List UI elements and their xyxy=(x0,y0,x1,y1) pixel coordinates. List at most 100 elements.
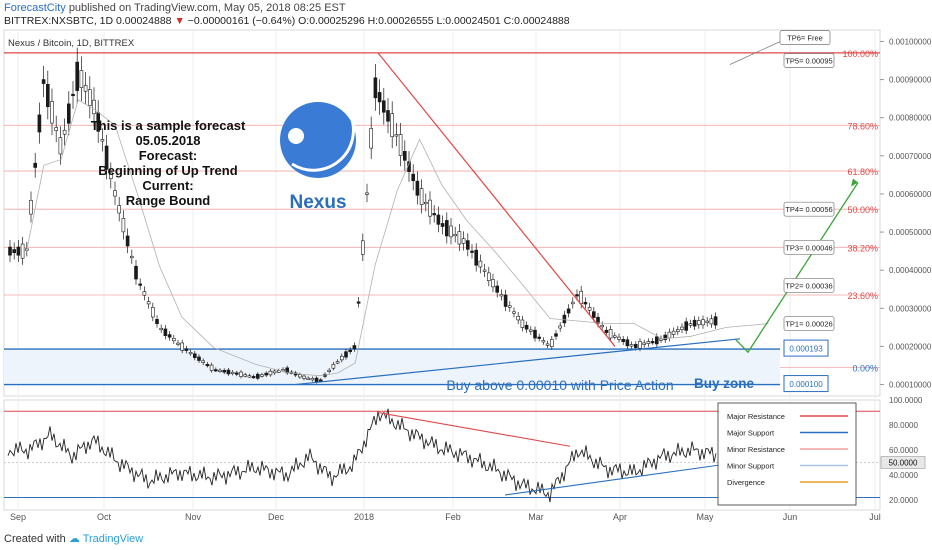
x-tick-label: 2018 xyxy=(354,512,374,522)
candle-body xyxy=(45,83,50,108)
candle-body xyxy=(331,363,336,369)
candle-body xyxy=(520,319,525,328)
candle-body xyxy=(83,85,88,92)
candle-body xyxy=(486,272,491,281)
candle-body xyxy=(369,128,374,149)
candle-body xyxy=(692,319,697,327)
candle-body xyxy=(365,192,369,195)
projection-arrow-icon xyxy=(851,178,858,187)
candle-body xyxy=(612,335,617,338)
legend-label: Minor Resistance xyxy=(727,445,785,454)
candle-body xyxy=(92,99,96,115)
candle-body xyxy=(302,375,306,379)
x-tick-label: Mar xyxy=(528,512,544,522)
author-link[interactable]: ForecastCity xyxy=(4,2,66,14)
legend-label: Major Resistance xyxy=(727,412,785,421)
x-tick-label: Apr xyxy=(613,512,627,522)
candle-body xyxy=(264,372,269,376)
legend-label: Major Support xyxy=(727,429,775,438)
candle-body xyxy=(440,223,445,227)
candle-body xyxy=(663,334,668,340)
candle-body xyxy=(356,301,361,304)
candle-body xyxy=(499,294,504,297)
symbol: BITTREX:NXSBTC, 1D xyxy=(4,15,114,27)
candle-body xyxy=(680,326,684,330)
candle-body xyxy=(247,375,252,378)
created-with: Created with xyxy=(4,533,66,545)
legend-label: Minor Support xyxy=(727,462,775,471)
candle-body xyxy=(621,339,626,342)
x-tick-label: Jul xyxy=(869,512,881,522)
y-tick-label: 0.00050000 xyxy=(889,228,932,237)
y-tick-label: 0.00030000 xyxy=(889,304,932,313)
candle-body xyxy=(537,336,542,339)
osc-divergence-support xyxy=(504,464,721,496)
forecast-text-line: This is a sample forecast xyxy=(91,118,246,133)
candle-body xyxy=(533,329,537,339)
chart[interactable]: Sep Oct Nov Dec 2018 Feb Mar Apr May Jun Jul 0.0010… xyxy=(0,28,932,532)
candle-body xyxy=(402,151,407,161)
candles xyxy=(8,47,718,384)
candle-body xyxy=(327,369,332,372)
candle-body xyxy=(491,279,495,288)
y-tick-label: 0.00060000 xyxy=(889,190,932,199)
candle-body xyxy=(306,377,311,380)
candle-body xyxy=(20,243,25,259)
osc-y-tick-label: 20.0000 xyxy=(889,496,918,505)
candle-body xyxy=(457,231,462,245)
nexus-logo-swoosh xyxy=(291,113,355,172)
candle-body xyxy=(214,369,218,372)
candle-body xyxy=(503,294,508,307)
forecast-text-line: Beginning of Up Trend xyxy=(98,163,237,178)
candle-body xyxy=(113,190,117,197)
candle-body xyxy=(29,200,33,215)
candle-body xyxy=(134,265,138,280)
candle-body xyxy=(428,199,432,217)
change: −0.00000161 (−0.64%) xyxy=(187,15,296,27)
candle-body xyxy=(67,103,71,124)
fib-label: 50.00% xyxy=(847,205,878,215)
candle-body xyxy=(109,172,113,179)
candle-body xyxy=(310,377,315,381)
tradingview-logo-icon: ☁ xyxy=(68,533,80,545)
candle-body xyxy=(688,323,693,326)
last-price: 0.00024888 xyxy=(116,15,172,27)
candle-body xyxy=(545,343,550,346)
candle-body xyxy=(411,173,416,182)
zone-label: 0.000100 xyxy=(789,380,823,389)
candle-body xyxy=(58,137,63,155)
target-box xyxy=(779,30,831,45)
candle-body xyxy=(163,328,168,337)
target-label: TP2= 0.00036 xyxy=(785,281,832,290)
candle-body xyxy=(33,162,38,168)
candle-body xyxy=(8,246,12,256)
candle-body xyxy=(88,89,92,106)
candle-body xyxy=(507,305,512,308)
candle-body xyxy=(709,318,714,325)
candle-body xyxy=(167,334,172,338)
candle-body xyxy=(633,344,638,348)
candle-body xyxy=(197,356,201,361)
candle-body xyxy=(461,238,466,244)
fib-label: 100.00% xyxy=(842,49,878,59)
candle-body xyxy=(419,188,424,205)
legend-label: Divergence xyxy=(727,478,765,487)
candle-body xyxy=(235,372,239,375)
candle-body xyxy=(449,225,453,238)
candle-body xyxy=(16,246,21,256)
candle-body xyxy=(554,333,558,337)
candle-body xyxy=(423,201,428,205)
zone-label: 0.000193 xyxy=(789,345,823,354)
y-tick-label: 0.00010000 xyxy=(889,381,932,390)
fib-label: 0.00% xyxy=(852,363,878,373)
candle-body xyxy=(281,369,285,372)
fib-label: 23.60% xyxy=(847,291,878,301)
candle-body xyxy=(478,260,483,268)
target-label: TP4= 0.00056 xyxy=(785,205,832,214)
tradingview-link[interactable]: TradingView xyxy=(82,533,144,545)
zone-label-box xyxy=(783,339,829,357)
candle-body xyxy=(159,327,163,331)
buy-zone-area xyxy=(4,349,780,385)
candle-body xyxy=(226,369,231,375)
candle-body xyxy=(54,127,59,131)
